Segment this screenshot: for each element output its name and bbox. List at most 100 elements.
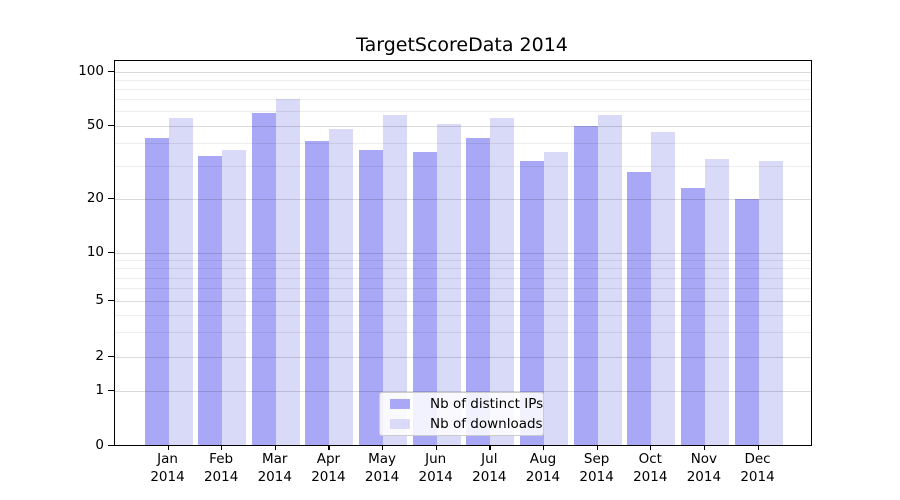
gridline-20 <box>115 199 811 200</box>
gridline-5 <box>115 301 811 302</box>
x-tick-year: 2014 <box>472 468 507 485</box>
bar-downloads-jul <box>490 118 515 445</box>
y-tick-label-1: 1 <box>95 382 104 398</box>
x-tick-mark-oct <box>650 445 652 450</box>
bar-distinct-ips-dec <box>734 199 759 445</box>
bar-distinct-ips-oct <box>627 172 652 445</box>
y-tick-label-10: 10 <box>86 244 104 260</box>
legend: Nb of distinct IPs Nb of downloads <box>379 392 544 436</box>
x-tick-label-feb: Feb 2014 <box>189 451 253 486</box>
x-tick-year: 2014 <box>418 468 453 485</box>
bar-distinct-ips-apr <box>305 141 330 445</box>
legend-item-distinct-ips: Nb of distinct IPs <box>388 396 543 412</box>
x-tick-year: 2014 <box>686 468 722 485</box>
bar-distinct-ips-jan <box>144 137 169 445</box>
bar-distinct-ips-sep <box>573 125 598 445</box>
bar-downloads-oct <box>651 132 676 445</box>
gridline-6 <box>115 288 811 290</box>
x-tick-label-oct: Oct 2014 <box>618 451 682 486</box>
bar-downloads-mar <box>275 99 300 445</box>
gridline-50 <box>115 125 811 127</box>
x-tick-month: Jan <box>157 451 178 467</box>
x-tick-mark-mar <box>274 445 276 450</box>
x-tick-month: May <box>368 451 396 467</box>
x-tick-label-jan: Jan 2014 <box>136 451 200 486</box>
gridline-7 <box>115 277 811 279</box>
legend-label-downloads: Nb of downloads <box>430 416 543 432</box>
bar-distinct-ips-mar <box>251 112 276 445</box>
x-tick-month: Aug <box>529 451 557 467</box>
legend-label-distinct-ips: Nb of distinct IPs <box>430 396 544 412</box>
x-tick-label-jun: Jun 2014 <box>404 451 468 486</box>
y-tick-mark-10 <box>108 252 114 254</box>
x-tick-mark-jun <box>435 445 437 450</box>
y-tick-mark-100 <box>108 70 114 72</box>
gridline-60 <box>115 111 811 113</box>
gridline-2 <box>115 357 811 358</box>
x-tick-label-aug: Aug 2014 <box>511 451 575 486</box>
y-tick-label-5: 5 <box>95 292 104 308</box>
legend-swatch-downloads <box>390 418 410 430</box>
x-tick-month: Feb <box>209 451 234 467</box>
x-tick-month: Jun <box>425 451 447 467</box>
gridline-40 <box>115 143 811 145</box>
x-tick-year: 2014 <box>150 468 185 485</box>
x-tick-label-dec: Dec 2014 <box>726 451 790 486</box>
x-tick-year: 2014 <box>364 468 400 485</box>
x-tick-month: Mar <box>262 451 288 467</box>
y-tick-mark-50 <box>108 124 114 126</box>
gridline-9 <box>115 260 811 262</box>
x-tick-year: 2014 <box>311 468 346 485</box>
x-tick-month: Apr <box>316 451 341 467</box>
x-tick-month: Dec <box>744 451 771 467</box>
x-tick-mark-feb <box>221 445 223 450</box>
gridline-10 <box>115 253 811 254</box>
bar-downloads-nov <box>704 158 729 445</box>
gridline-100 <box>115 71 811 73</box>
bar-downloads-may <box>383 115 408 445</box>
x-tick-mark-apr <box>328 445 330 450</box>
x-tick-mark-jul <box>489 445 491 450</box>
gridline-4 <box>115 314 811 316</box>
gridline-70 <box>115 99 811 101</box>
bar-downloads-dec <box>758 161 783 445</box>
x-tick-label-apr: Apr 2014 <box>296 451 360 486</box>
x-tick-mark-jan <box>167 445 169 450</box>
x-tick-year: 2014 <box>203 468 239 485</box>
bar-downloads-feb <box>222 149 247 445</box>
x-tick-label-nov: Nov 2014 <box>672 451 736 486</box>
x-tick-mark-sep <box>596 445 598 450</box>
x-tick-mark-may <box>382 445 384 450</box>
y-tick-label-100: 100 <box>78 62 104 79</box>
y-tick-mark-5 <box>108 300 114 302</box>
x-tick-year: 2014 <box>633 468 668 485</box>
plot-area <box>114 60 812 446</box>
x-tick-month: Nov <box>690 451 718 467</box>
bar-downloads-aug <box>543 151 568 445</box>
gridline-80 <box>115 88 811 90</box>
x-tick-mark-nov <box>703 445 706 450</box>
gridline-1 <box>115 391 811 392</box>
bar-distinct-ips-feb <box>198 156 223 445</box>
x-tick-mark-dec <box>757 445 759 450</box>
y-tick-mark-2 <box>108 356 114 358</box>
gridline-3 <box>115 332 811 334</box>
x-tick-month: Jul <box>481 451 498 467</box>
x-tick-label-sep: Sep 2014 <box>565 451 629 486</box>
chart-title: TargetScoreData 2014 <box>356 34 568 56</box>
y-tick-label-2: 2 <box>95 348 104 364</box>
y-tick-mark-20 <box>108 198 114 200</box>
bar-downloads-sep <box>597 115 622 445</box>
x-tick-mark-aug <box>542 445 545 450</box>
bar-distinct-ips-nov <box>680 187 705 445</box>
y-tick-label-20: 20 <box>86 190 104 206</box>
x-tick-year: 2014 <box>740 468 775 485</box>
legend-swatch-distinct-ips <box>390 398 410 410</box>
x-tick-month: Oct <box>638 451 662 467</box>
x-tick-year: 2014 <box>579 468 614 485</box>
bar-downloads-apr <box>329 128 354 445</box>
x-tick-label-mar: Mar 2014 <box>243 451 307 486</box>
x-tick-year: 2014 <box>257 468 292 485</box>
gridline-8 <box>115 268 811 270</box>
